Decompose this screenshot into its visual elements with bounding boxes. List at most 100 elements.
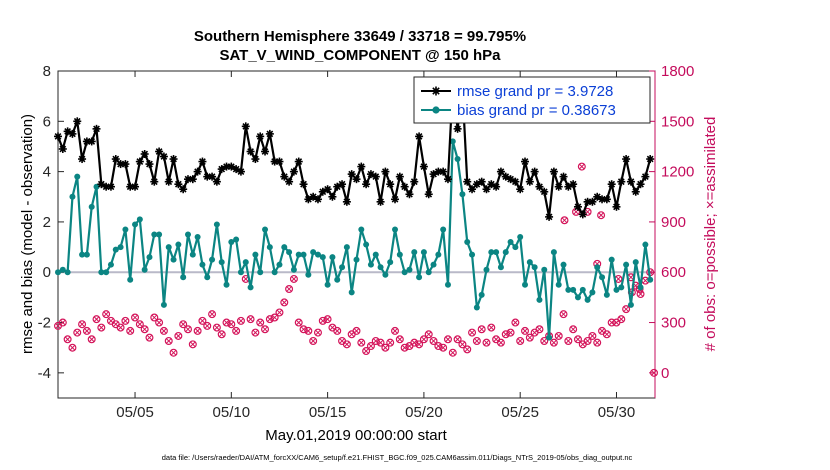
rmse-point [357, 162, 366, 171]
y2-tick-label: 1500 [661, 113, 694, 130]
y-tick-label: 0 [43, 264, 51, 281]
rmse-point [342, 197, 351, 206]
bias-point [122, 226, 129, 233]
obs-count-point [203, 321, 212, 330]
rmse-point [381, 167, 390, 176]
rmse-point [554, 182, 563, 191]
bias-point [565, 286, 572, 293]
y-axis-right: 0 300 600 900 1200 1500 1800 [649, 63, 694, 398]
bias-point [430, 261, 437, 268]
bias-point [348, 289, 355, 296]
x-tick-label: 05/15 [309, 404, 347, 421]
obs-count-point [323, 315, 332, 324]
obs-count-point [386, 338, 395, 347]
x-tick-label: 05/25 [501, 404, 539, 421]
obs-count-point [251, 328, 260, 337]
rmse-point [58, 144, 67, 153]
bias-point [372, 251, 379, 258]
rmse-point [241, 122, 250, 131]
rmse-point [294, 157, 303, 166]
rmse-point [198, 157, 207, 166]
obs-count-point [270, 313, 279, 322]
y-tick-label: 6 [43, 113, 51, 130]
bias-point [194, 234, 201, 241]
obs-count-point [521, 326, 530, 335]
obs-count-point [577, 162, 586, 171]
bias-point [209, 256, 216, 263]
rmse-point [208, 172, 217, 181]
obs-count-point [487, 323, 496, 332]
rmse-point [155, 147, 164, 156]
obs-count-point [212, 323, 221, 332]
bias-point [526, 259, 533, 266]
bias-point [536, 296, 543, 303]
obs-count-point [516, 336, 525, 345]
bias-point [74, 173, 81, 180]
bias-point [300, 251, 307, 258]
bias-point [223, 281, 230, 288]
obs-count-point [73, 328, 82, 337]
obs-count-point [593, 338, 602, 347]
rmse-point [78, 155, 87, 164]
obs-count-point [511, 318, 520, 327]
bias-point [613, 286, 620, 293]
rmse-point [169, 155, 178, 164]
rmse-point [549, 167, 558, 176]
rmse-point [559, 172, 568, 181]
bias-point [334, 276, 341, 283]
obs-count-point [275, 308, 284, 317]
bias-point [589, 289, 596, 296]
bias-point [146, 254, 153, 261]
bias-point [88, 203, 95, 210]
obs-count-point [150, 313, 159, 322]
rmse-point [217, 165, 226, 174]
obs-count-point [179, 320, 188, 329]
obs-count-point [424, 330, 433, 339]
obs-count-point [443, 335, 452, 344]
bias-point [435, 251, 442, 258]
obs-count-point [193, 326, 202, 335]
obs-count-point [564, 336, 573, 345]
obs-count-point [395, 335, 404, 344]
x-axis: 05/05 05/10 05/15 05/20 05/25 05/30 [116, 71, 635, 421]
bias-point [608, 256, 615, 263]
bias-point [367, 261, 374, 268]
bias-point [627, 301, 634, 308]
legend-rmse-marker [431, 86, 441, 96]
y-tick-label: 2 [43, 214, 51, 231]
obs-count-point [381, 343, 390, 352]
bias-point [531, 264, 538, 271]
rmse-point [492, 182, 501, 191]
rmse-point [612, 202, 621, 211]
rmse-point [246, 147, 255, 156]
rmse-point [54, 132, 62, 141]
x-tick-label: 05/05 [116, 404, 154, 421]
y-tick-label: -2 [38, 315, 51, 332]
obs-count-point [63, 335, 72, 344]
obs-count-point [159, 326, 168, 335]
rmse-point [540, 187, 549, 196]
rmse-point [164, 177, 173, 186]
obs-count-point [304, 326, 313, 335]
rmse-point [376, 197, 385, 206]
bias-point [464, 239, 471, 246]
rmse-point [429, 170, 438, 179]
bias-point [517, 234, 524, 241]
rmse-point [179, 185, 188, 194]
rmse-point [299, 180, 308, 189]
obs-count-point [131, 313, 140, 322]
rmse-point [641, 172, 650, 181]
bias-point [237, 269, 244, 276]
x-tick-label: 05/30 [598, 404, 636, 421]
bias-point [271, 269, 278, 276]
bias-point [637, 284, 644, 291]
rmse-point [87, 137, 96, 146]
bias-point [247, 284, 254, 291]
bias-point [103, 269, 110, 276]
rmse-point [400, 182, 409, 191]
bias-point [449, 138, 456, 145]
obs-count-point [352, 326, 361, 335]
obs-count-point [569, 325, 578, 334]
bias-point [127, 276, 134, 283]
obs-count-point [554, 331, 563, 340]
